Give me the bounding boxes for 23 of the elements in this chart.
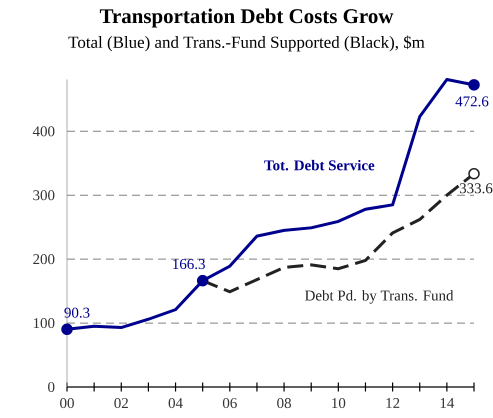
x-tick-label: 12 xyxy=(386,398,400,408)
y-tick-label: 200 xyxy=(33,254,54,264)
series-label: Debt Pd. by Trans. Fund xyxy=(305,290,454,304)
x-tick-label: 04 xyxy=(168,398,183,408)
y-tick-label: 300 xyxy=(33,190,54,200)
x-tick-label: 02 xyxy=(114,398,128,408)
y-tick-label: 100 xyxy=(34,318,54,328)
x-tick-label: 08 xyxy=(277,398,291,408)
series-label: Tot. Debt Service xyxy=(264,160,374,170)
data-label: 333.6 xyxy=(460,183,492,194)
y-tick-label: 400 xyxy=(32,126,54,136)
chart-title: Transportation Debt Costs Grow xyxy=(100,8,394,28)
point xyxy=(196,274,208,286)
x-tick-label: 06 xyxy=(222,398,237,408)
y-tick-label: 0 xyxy=(48,382,54,392)
x-tick-label: 14 xyxy=(440,398,454,408)
data-label: 472.6 xyxy=(455,96,488,106)
x-tick-label: 00 xyxy=(60,398,74,408)
x-tick-label: 10 xyxy=(332,398,346,408)
point xyxy=(61,324,73,336)
data-label: 90.3 xyxy=(64,308,90,318)
chart-subtitle: Total (Blue) and Trans.-Fund Supported (Black), $m xyxy=(68,36,425,52)
data-label: 166.3 xyxy=(173,259,205,270)
